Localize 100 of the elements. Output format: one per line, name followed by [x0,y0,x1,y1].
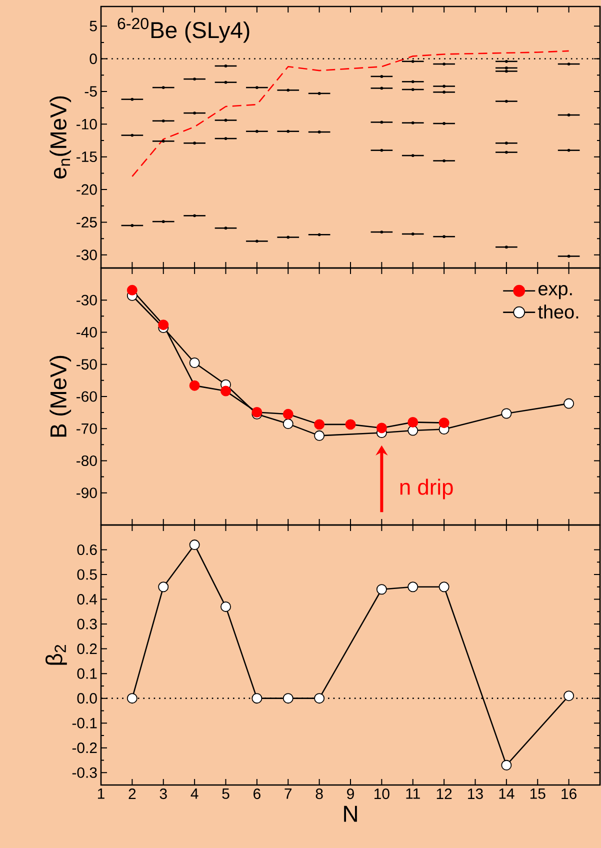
point [504,150,508,154]
x-tick-label: 14 [499,788,514,799]
point [504,142,508,145]
point [130,224,134,227]
point [408,416,418,428]
point [158,582,169,592]
point [286,236,290,239]
point [224,118,228,122]
y-tick-label: 0 [90,53,97,64]
y-tick-label: -10 [76,118,97,130]
x-tick-label: 6 [254,788,260,800]
y-tick-label: -5 [84,86,97,97]
point [411,88,414,91]
point [314,693,325,704]
y-axis-title: β$_{2}$ [46,644,67,665]
point [162,119,165,122]
point [255,86,258,89]
y-tick-label: -0.2 [72,742,97,754]
y-tick-label: 0.6 [77,544,97,556]
point [314,430,325,441]
point [189,380,200,391]
y-tick-label: -30 [76,294,97,306]
point [411,121,414,124]
point [130,98,134,101]
point [224,226,228,230]
point [282,693,294,704]
point [504,100,508,103]
point [438,418,450,428]
y-tick-label: 0.3 [77,618,97,630]
y-tick-label: 0.5 [77,569,97,580]
point [380,148,384,152]
point [282,408,294,420]
point [286,130,290,133]
point [380,74,384,78]
legend-label: theo. [538,304,578,319]
point [193,112,196,114]
point [567,62,570,66]
point [345,419,356,430]
x-tick-label: 4 [190,788,198,799]
point [376,422,387,434]
point [564,398,574,409]
annotation: n drip [400,478,453,500]
x-tick-label: 8 [316,788,323,800]
point [126,284,138,296]
point [162,140,165,143]
point [189,358,200,368]
y-axis-title: B (MeV) [50,356,72,437]
y-tick-label: -90 [76,488,97,498]
y-tick-label: 0.0 [77,693,97,704]
point [158,320,169,330]
x-tick-label: 3 [160,788,167,800]
point [380,120,384,124]
point [314,419,325,430]
y-tick-label: -50 [76,359,97,370]
point [504,66,508,70]
x-axis-title: N [344,806,357,822]
point [442,90,446,94]
point [442,62,446,66]
x-tick-label: 15 [530,788,546,799]
point [255,130,258,133]
x-tick-label: 5 [222,788,230,799]
y-tick-label: -25 [76,216,97,228]
point [162,86,165,89]
legend-label: exp. [538,285,572,300]
point [189,540,200,550]
y-tick-label: -20 [76,184,97,195]
y-tick-label: 0.4 [77,594,98,605]
point [380,230,384,234]
point [193,78,196,81]
point [567,114,570,116]
point [282,418,294,430]
point [224,137,228,140]
point [442,84,446,88]
x-tick-label: 7 [284,788,292,799]
point [130,134,134,137]
point [162,220,165,224]
point [504,60,508,63]
y-tick-label: -0.1 [72,718,97,728]
point [224,64,228,68]
point [411,154,414,157]
point [411,232,414,236]
point [567,148,570,152]
point [318,130,321,134]
point [318,92,321,95]
y-tick-label: -70 [76,423,97,434]
y-tick-label: -0.3 [72,767,97,778]
x-tick-label: 16 [562,788,576,800]
point [193,214,196,218]
y-tick-label: -15 [76,152,97,162]
point [224,80,228,84]
point [286,88,290,92]
x-tick-label: 1 [98,788,104,799]
x-tick-label: 13 [468,788,483,800]
point [252,693,262,704]
point [501,408,512,419]
y-tick-label: 0.2 [77,644,97,654]
point [504,70,508,73]
annotation: $^{6-20}$Be (SLy4) [118,18,250,43]
point [411,80,414,84]
point [193,142,196,145]
